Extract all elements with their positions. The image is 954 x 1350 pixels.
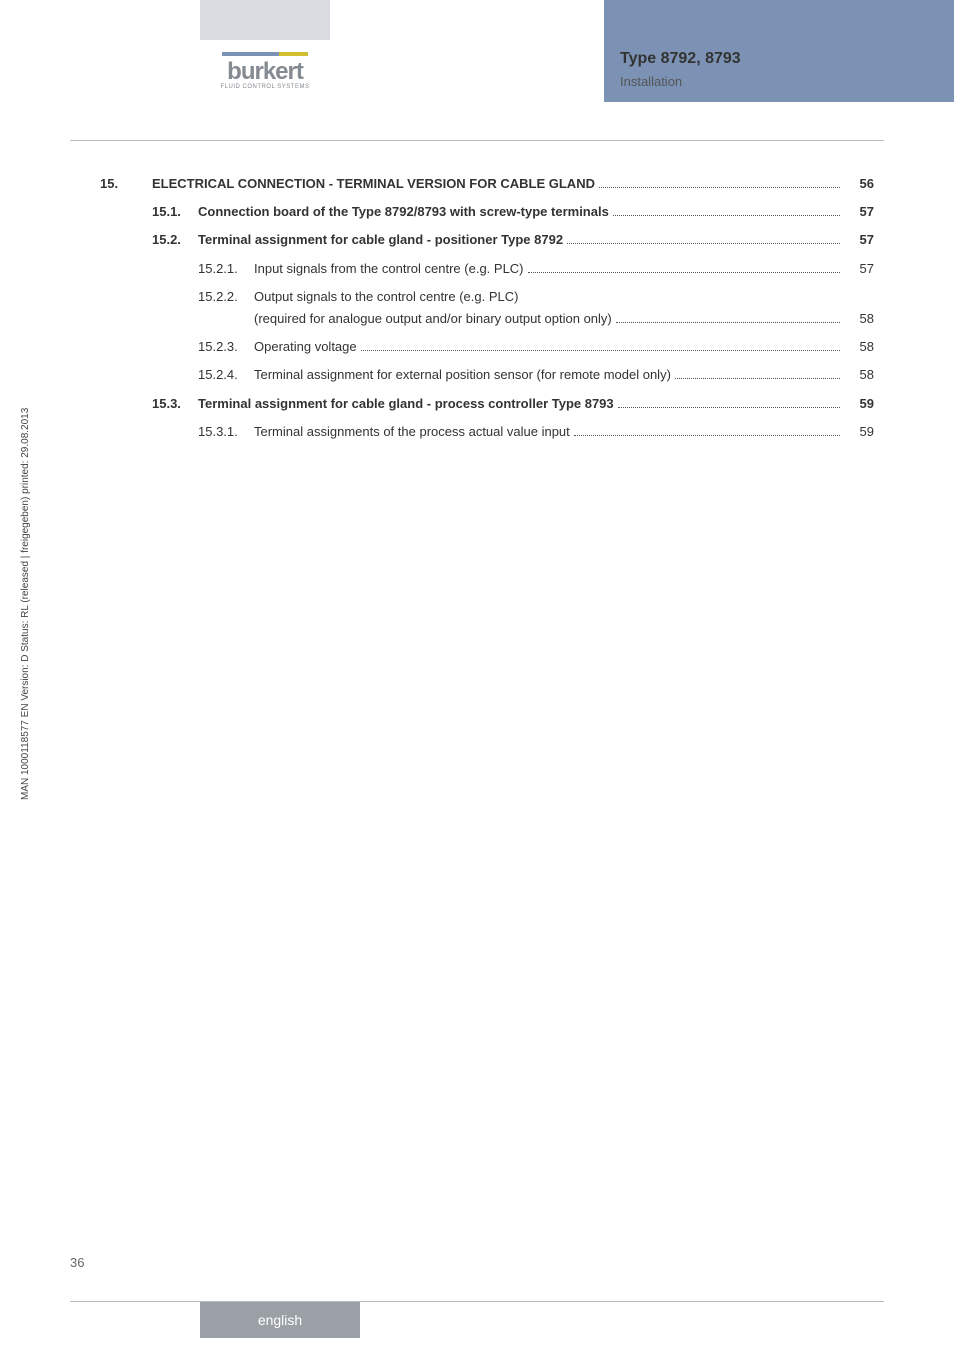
toc-entry: 15.ELECTRICAL CONNECTION - TERMINAL VERS…: [100, 175, 874, 193]
toc-page: 58: [844, 310, 874, 328]
toc-entry: 15.3.Terminal assignment for cable gland…: [100, 395, 874, 413]
toc-label: Terminal assignment for cable gland - pr…: [198, 395, 614, 413]
toc-leader: [613, 215, 840, 216]
footer-language-bar: english: [200, 1302, 360, 1338]
toc-page: 56: [844, 175, 874, 193]
toc-number: 15.1.: [152, 203, 198, 221]
page-number: 36: [70, 1255, 84, 1270]
header-grey-block: [200, 0, 330, 40]
toc-number: 15.: [100, 175, 152, 193]
toc-leader: [599, 187, 840, 188]
doc-type-title: Type 8792, 8793: [620, 50, 741, 68]
toc-leader: [574, 435, 840, 436]
toc-entry: 15.2.1.Input signals from the control ce…: [100, 260, 874, 278]
table-of-contents: 15.ELECTRICAL CONNECTION - TERMINAL VERS…: [100, 175, 874, 451]
toc-number: 15.2.1.: [198, 260, 254, 278]
toc-entry: 15.2.4.Terminal assignment for external …: [100, 366, 874, 384]
logo-tagline: FLUID CONTROL SYSTEMS: [221, 84, 310, 90]
footer-language-label: english: [258, 1312, 302, 1328]
toc-number: 15.3.: [152, 395, 198, 413]
logo-accent-line: [222, 52, 308, 56]
toc-leader: [618, 407, 840, 408]
toc-label: Terminal assignments of the process actu…: [254, 423, 570, 441]
toc-entry: 15.2.Terminal assignment for cable gland…: [100, 231, 874, 249]
toc-entry-continuation: (required for analogue output and/or bin…: [254, 310, 874, 328]
toc-entry: 15.3.1.Terminal assignments of the proce…: [100, 423, 874, 441]
toc-number: 15.3.1.: [198, 423, 254, 441]
toc-entry: 15.1.Connection board of the Type 8792/8…: [100, 203, 874, 221]
toc-number: 15.2.3.: [198, 338, 254, 356]
toc-label: (required for analogue output and/or bin…: [254, 310, 612, 328]
toc-number: 15.2.4.: [198, 366, 254, 384]
toc-leader: [616, 322, 840, 323]
toc-label: Input signals from the control centre (e…: [254, 260, 524, 278]
header-rule: [70, 140, 884, 141]
toc-leader: [361, 350, 840, 351]
toc-number: 15.2.: [152, 231, 198, 249]
header-text-block: Type 8792, 8793 Installation: [620, 50, 741, 89]
toc-leader: [675, 378, 840, 379]
logo-wordmark: burkert: [227, 58, 303, 86]
toc-label: ELECTRICAL CONNECTION - TERMINAL VERSION…: [152, 175, 595, 193]
toc-entry: 15.2.3.Operating voltage 58: [100, 338, 874, 356]
toc-page: 57: [844, 203, 874, 221]
doc-section-name: Installation: [620, 74, 741, 89]
toc-label: Terminal assignment for cable gland - po…: [198, 231, 563, 249]
toc-page: 57: [844, 260, 874, 278]
brand-logo: burkert FLUID CONTROL SYSTEMS: [200, 40, 330, 102]
toc-label: Output signals to the control centre (e.…: [254, 288, 518, 306]
toc-page: 57: [844, 231, 874, 249]
toc-page: 59: [844, 395, 874, 413]
toc-leader: [528, 272, 840, 273]
toc-page: 58: [844, 338, 874, 356]
toc-label: Terminal assignment for external positio…: [254, 366, 671, 384]
toc-label: Operating voltage: [254, 338, 357, 356]
toc-page: 58: [844, 366, 874, 384]
side-meta-text: MAN 1000118577 EN Version: D Status: RL …: [20, 408, 31, 800]
toc-label: Connection board of the Type 8792/8793 w…: [198, 203, 609, 221]
toc-number: 15.2.2.: [198, 288, 254, 306]
footer-rule: [70, 1301, 884, 1302]
toc-page: 59: [844, 423, 874, 441]
toc-leader: [567, 243, 840, 244]
toc-entry: 15.2.2.Output signals to the control cen…: [100, 288, 874, 306]
